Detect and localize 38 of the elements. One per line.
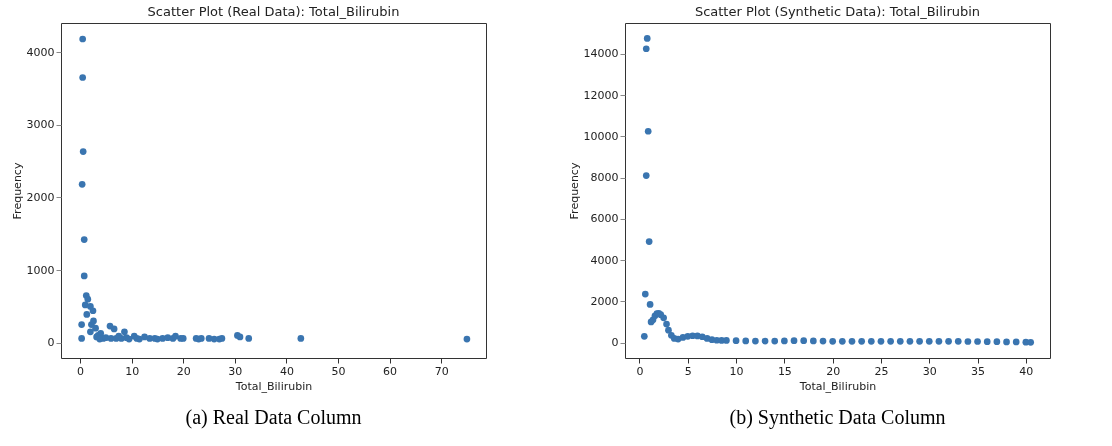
x-tick-label: 30: [922, 364, 937, 378]
x-tick-label: 70: [434, 364, 449, 378]
x-tick-label: 20: [176, 364, 191, 378]
x-tick-label: 5: [684, 364, 692, 378]
y-tick-label: 12000: [583, 88, 619, 102]
y-tick-label: 4000: [590, 253, 619, 267]
y-tick-label: 2000: [26, 190, 55, 204]
y-tick-label: 2000: [590, 294, 619, 308]
x-tick-label: 20: [826, 364, 841, 378]
x-axis-title: Total_Bilirubin: [798, 379, 877, 393]
x-tick-label: 15: [777, 364, 792, 378]
x-tick-label: 35: [971, 364, 986, 378]
x-tick-label: 10: [729, 364, 744, 378]
text: (b) Synthetic Data Column: [729, 406, 946, 429]
y-tick-label: 6000: [590, 212, 619, 226]
x-tick-label: 50: [331, 364, 346, 378]
y-axis-title: Frequency: [10, 162, 24, 220]
y-tick-label: 1000: [26, 263, 55, 277]
y-tick-label: 8000: [590, 171, 619, 185]
x-tick-label: 40: [1019, 364, 1034, 378]
y-tick-label: 3000: [26, 118, 55, 132]
x-tick-label: 40: [279, 364, 294, 378]
y-tick-label: 4000: [26, 45, 55, 59]
chart-title: Scatter Plot (Synthetic Data): Total_Bilirubin: [694, 4, 981, 19]
x-tick-label: 30: [228, 364, 243, 378]
x-tick-label: 60: [383, 364, 398, 378]
y-tick-label: 0: [611, 336, 619, 350]
y-tick-label: 14000: [583, 47, 619, 61]
x-tick-label: 0: [636, 364, 644, 378]
x-tick-label: 10: [125, 364, 140, 378]
x-tick-label: 25: [874, 364, 889, 378]
chart-title: Scatter Plot (Real Data): Total_Bilirubin: [147, 4, 400, 19]
y-axis-title: Frequency: [567, 162, 581, 220]
y-tick-label: 10000: [583, 129, 619, 143]
text: (a) Real Data Column: [185, 406, 362, 429]
x-tick-label: 0: [77, 364, 85, 378]
x-axis-title: Total_Bilirubin: [234, 379, 313, 393]
y-tick-label: 0: [47, 336, 55, 350]
